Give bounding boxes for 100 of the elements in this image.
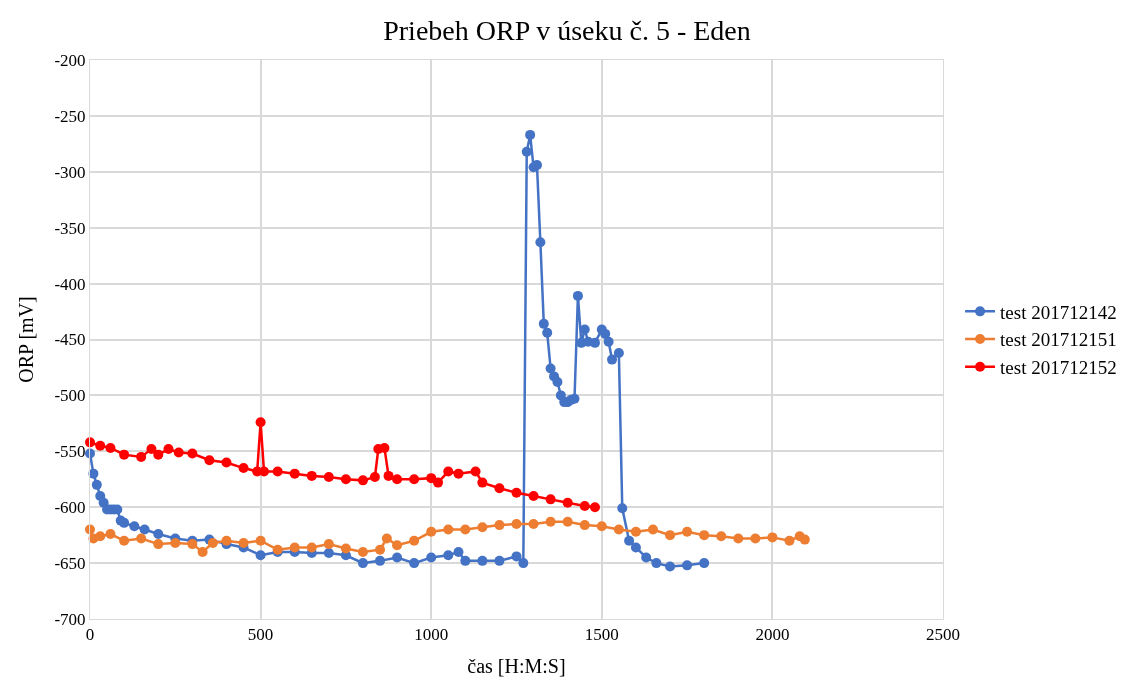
y-tick-label: -650 [54,554,86,574]
point [105,529,116,540]
x-tick-label: 1000 [414,625,449,645]
point [409,535,420,546]
point [392,540,403,551]
point [433,477,444,488]
y-tick-label: -200 [54,50,86,70]
point [392,474,403,485]
y-axis-title: ORP [mV] [14,296,37,383]
point [221,535,232,546]
x-axis-title: čas [H:M:S] [467,654,566,677]
point [340,474,351,485]
point [289,468,300,479]
point [733,533,744,544]
y-tick-label: -500 [54,386,86,406]
point [596,521,607,532]
y-tick-label: -600 [54,498,86,518]
point [426,473,437,484]
point [187,448,198,459]
point [381,533,392,544]
point [682,526,693,537]
x-tick-label: 500 [247,625,274,645]
point [272,466,283,477]
point [306,542,317,553]
point [528,518,539,529]
point [545,494,556,505]
point [170,537,181,548]
point [306,470,317,481]
point [340,543,351,554]
x-tick-label: 0 [85,625,95,645]
point [369,472,380,483]
point [136,533,147,544]
point [259,466,270,477]
legend-label: test 201712142 [1000,301,1117,323]
y-tick-label: -400 [54,274,86,294]
point [379,442,390,453]
point [95,440,106,451]
chart-title: Priebeh ORP v úseku č. 5 - Eden [383,15,751,47]
point [767,532,778,543]
legend-label: test 201712151 [1000,329,1117,351]
point [589,502,600,513]
point [105,442,116,453]
point [255,535,266,546]
point [238,463,249,474]
point [323,539,334,550]
point [579,501,590,512]
point [613,524,624,535]
y-tick-label: -300 [54,162,86,182]
point [323,472,334,483]
x-tick-label: 1500 [584,625,619,645]
point [750,533,761,544]
point [699,530,710,541]
point [426,526,437,537]
point [494,520,505,531]
point [494,483,505,494]
point [562,516,573,527]
point [511,518,522,529]
point [383,470,394,481]
point [163,444,174,455]
point [460,524,471,535]
point [119,449,130,460]
point [470,466,481,477]
y-tick-label: -700 [54,609,86,629]
point [665,530,676,541]
point [477,522,488,533]
point [136,451,147,462]
y-tick-label: -350 [54,218,86,238]
point [238,537,249,548]
point [630,526,641,537]
point [716,531,727,542]
y-tick-label: -450 [54,330,86,350]
point [173,447,184,458]
point [511,487,522,498]
point [784,535,795,546]
point [409,474,420,485]
y-tick-label: -250 [54,106,86,126]
y-tick-label: -550 [54,442,86,462]
point [579,520,590,531]
x-tick-label: 2500 [926,625,960,645]
point [528,491,539,502]
point [119,535,130,546]
point [146,444,157,455]
point [357,475,368,486]
point [289,542,300,553]
point [799,534,810,545]
point [477,477,488,488]
point [197,546,208,557]
point [375,544,386,555]
point [153,449,164,460]
x-tick-label: 2000 [755,625,790,645]
point [187,539,198,550]
point [204,455,215,466]
point [221,457,232,468]
point [95,531,106,542]
point [357,546,368,557]
point [443,466,454,477]
point [545,516,556,527]
point [453,468,464,479]
point [647,524,658,535]
legend-label: test 201712152 [1000,357,1117,379]
